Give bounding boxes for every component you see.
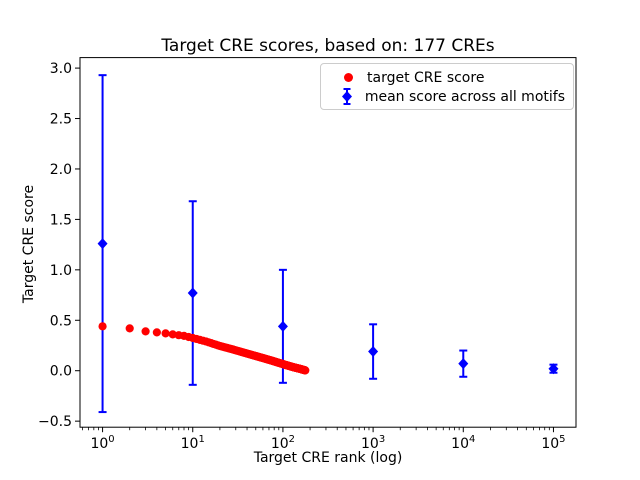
red-point (161, 329, 170, 338)
y-axis-label: Target CRE score (21, 184, 37, 304)
mean-diamond (548, 363, 559, 375)
x-tick-label: 100 (90, 434, 114, 452)
blue-diamond-errorbar-marker-icon (329, 87, 365, 106)
red-point (141, 327, 150, 336)
mean-diamond (458, 358, 469, 370)
y-tick-label: 2.5 (50, 112, 72, 128)
legend-label: target CRE score (367, 69, 485, 86)
red-point (98, 322, 107, 331)
red-point (168, 330, 177, 339)
y-tick-label: 3.0 (50, 61, 72, 77)
plot-frame (79, 57, 577, 428)
mean-diamond (97, 238, 108, 250)
red-point (301, 366, 310, 375)
red-point (152, 328, 161, 337)
mean-diamond (277, 320, 288, 332)
legend-label: mean score across all motifs (364, 88, 565, 105)
y-tick-label: 0.5 (50, 313, 72, 329)
y-tick-label: 0.0 (50, 364, 72, 380)
legend: target CRE score mean score across all m… (320, 63, 574, 110)
x-axis-label: Target CRE rank (log) (253, 450, 403, 466)
x-tick-label: 102 (271, 434, 295, 452)
y-tick-label: −0.5 (38, 414, 72, 430)
y-tick-label: 1.0 (50, 263, 72, 279)
red-circle-marker-icon (329, 73, 367, 82)
x-tick-label: 101 (181, 434, 205, 452)
y-tick-label: 1.5 (50, 212, 72, 228)
legend-item-target-score: target CRE score (329, 68, 565, 87)
chart-title: Target CRE scores, based on: 177 CREs (161, 36, 495, 56)
x-tick-label: 105 (541, 434, 565, 452)
red-point (125, 324, 134, 333)
mean-diamond (368, 346, 379, 358)
x-tick-label: 103 (361, 434, 385, 452)
mean-diamond (187, 287, 198, 299)
x-tick-label: 104 (451, 434, 475, 452)
y-tick-label: 2.0 (50, 162, 72, 178)
legend-item-mean-score: mean score across all motifs (329, 87, 565, 106)
